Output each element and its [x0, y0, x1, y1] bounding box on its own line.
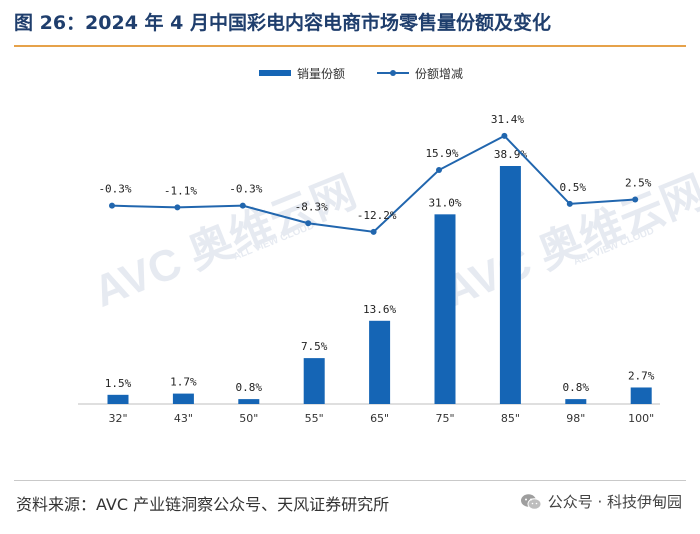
legend: 销量份额 份额增减	[259, 67, 463, 81]
bar-label-2: 0.8%	[236, 381, 263, 394]
bar-3	[303, 358, 325, 404]
chart-title: 图 26：2024 年 4 月中国彩电内容电商市场零售量份额及变化	[14, 12, 552, 34]
bar-5	[434, 214, 456, 404]
bar-label-3: 7.5%	[301, 340, 328, 353]
line-point-7	[566, 200, 573, 207]
x-tick-2: 50"	[239, 412, 258, 425]
bar-1	[172, 393, 194, 404]
legend-bar-label: 销量份额	[297, 67, 345, 81]
line-series	[109, 132, 639, 235]
line-point-2	[239, 202, 246, 209]
x-tick-8: 100"	[628, 412, 654, 425]
line-point-8	[632, 196, 639, 203]
bar-label-4: 13.6%	[363, 303, 396, 316]
line-data-labels: -0.3% -1.1% -0.3% -8.3% -12.2% 15.9% 31.4% 0.5%…	[98, 113, 651, 222]
line-point-5	[436, 167, 442, 174]
line-point-3	[305, 220, 312, 227]
bar-2	[238, 399, 260, 404]
line-label-8: 2.5%	[625, 177, 652, 190]
line-point-1	[174, 204, 181, 211]
x-tick-0: 32"	[108, 412, 127, 425]
x-tick-5: 75"	[435, 412, 454, 425]
line-label-6: 31.4%	[491, 113, 524, 126]
line-label-4: -12.2%	[357, 209, 397, 222]
x-tick-6: 85"	[501, 412, 520, 425]
bar-label-1: 1.7%	[170, 376, 197, 389]
line-point-0	[109, 202, 115, 209]
line-label-3: -8.3%	[295, 200, 328, 213]
legend-line-marker	[390, 70, 396, 76]
line-label-2: -0.3%	[229, 183, 262, 196]
bar-0	[107, 394, 129, 404]
line-label-0: -0.3%	[98, 183, 131, 196]
legend-line-label: 份额增减	[415, 67, 463, 81]
source-note: 资料来源：AVC 产业链洞察公众号、天风证券研究所	[16, 495, 390, 514]
bar-6	[499, 166, 521, 404]
bar-8	[630, 387, 652, 404]
bar-7	[565, 399, 587, 404]
wechat-watermark: 公众号 · 科技伊甸园	[520, 491, 682, 512]
footer-divider	[14, 480, 686, 481]
line-label-5: 15.9%	[425, 147, 458, 160]
x-tick-3: 55"	[305, 412, 324, 425]
bar-label-0: 1.5%	[105, 377, 132, 390]
wechat-watermark-text: 公众号 · 科技伊甸园	[547, 493, 682, 511]
bar-4	[369, 320, 391, 404]
x-tick-1: 43"	[174, 412, 193, 425]
bar-label-7: 0.8%	[563, 381, 590, 394]
bar-label-5: 31.0%	[428, 196, 461, 209]
x-tick-7: 98"	[566, 412, 585, 425]
line-point-6	[501, 132, 508, 139]
x-tick-4: 65"	[370, 412, 389, 425]
bar-series	[107, 166, 652, 404]
wechat-icon	[520, 493, 542, 510]
x-tick-labels: 32" 43" 50" 55" 65" 75" 85" 98" 100"	[108, 412, 654, 425]
bar-label-8: 2.7%	[628, 369, 655, 382]
legend-bar-swatch	[259, 70, 291, 76]
line-label-1: -1.1%	[164, 184, 197, 197]
title-divider	[14, 45, 686, 47]
chart: AVC 奥维云网 ALL VIEW CLOUD AVC 奥维云网 ALL VIE…	[78, 67, 700, 425]
line-point-4	[370, 228, 377, 235]
line-label-7: 0.5%	[560, 181, 587, 194]
